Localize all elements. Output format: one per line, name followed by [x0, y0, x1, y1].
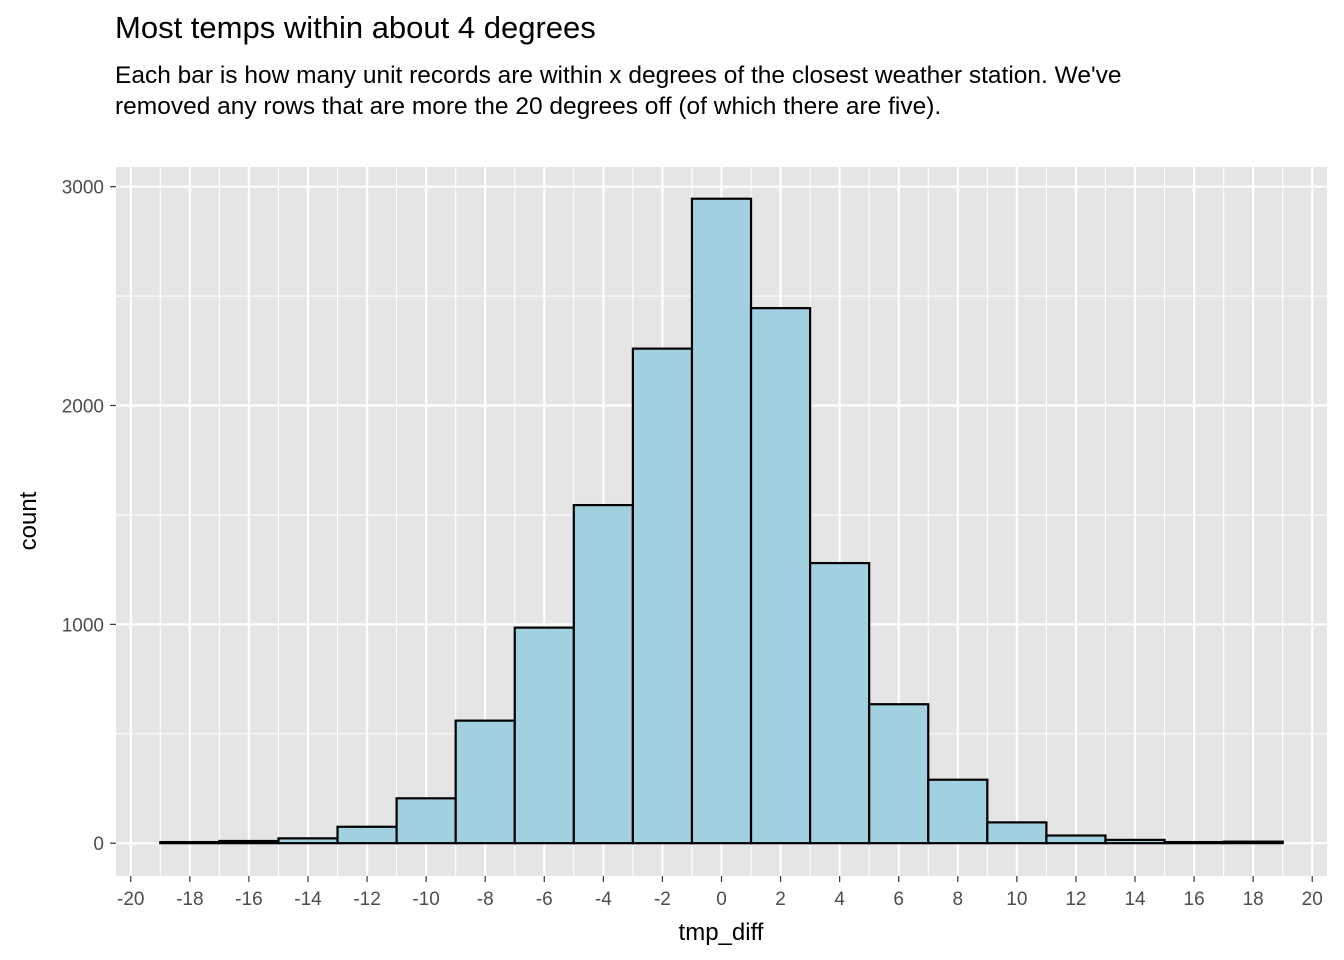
histogram-bar — [218, 839, 280, 845]
x-tick-label: 0 — [716, 889, 727, 910]
x-tick-label: 2 — [775, 889, 786, 910]
histogram-bar — [809, 561, 871, 845]
y-tick-label: 3000 — [62, 178, 104, 199]
histogram-bars — [159, 197, 1284, 845]
histogram-bar — [868, 703, 930, 845]
histogram-bar — [572, 503, 634, 845]
histogram-bar — [513, 626, 575, 845]
x-tick-label: 12 — [1065, 889, 1086, 910]
chart-subtitle: Each bar is how many unit records are wi… — [115, 62, 1122, 120]
x-tick-label: -20 — [117, 889, 144, 910]
y-tick-label: 1000 — [62, 615, 104, 636]
x-tick-label: -10 — [412, 889, 439, 910]
histogram-bar — [395, 797, 457, 845]
x-tick-label: 16 — [1184, 889, 1205, 910]
histogram-bar — [749, 307, 812, 845]
x-tick-label: 8 — [953, 889, 964, 910]
x-tick-label: 20 — [1302, 889, 1323, 910]
histogram-bar — [1222, 840, 1284, 845]
x-tick-label: 14 — [1124, 889, 1146, 910]
x-tick-label: 10 — [1006, 889, 1027, 910]
histogram-bar — [690, 197, 753, 845]
histogram-bar — [631, 347, 694, 845]
x-axis: -20 -18 -16 -14 -12 -10 -8 -6 -4 -2 0 2 4 6 8 10 12 14 16 1… — [117, 876, 1323, 910]
x-tick-label: -18 — [176, 889, 203, 910]
x-tick-label: -16 — [235, 889, 262, 910]
histogram-bar — [454, 719, 516, 845]
x-tick-label: 4 — [834, 889, 845, 910]
histogram-bar — [1163, 840, 1225, 845]
chart-title: Most temps within about 4 degrees — [115, 10, 596, 45]
x-tick-label: 6 — [893, 889, 904, 910]
histogram-bar — [277, 837, 339, 845]
x-tick-label: -6 — [536, 889, 553, 910]
x-tick-label: -8 — [477, 889, 494, 910]
y-axis: 0 1000 2000 3000 — [62, 178, 116, 855]
x-tick-label: -2 — [654, 889, 671, 910]
histogram-bar — [986, 821, 1048, 845]
y-tick-label: 0 — [93, 834, 104, 855]
x-tick-label: -4 — [595, 889, 612, 910]
x-tick-label: -12 — [353, 889, 380, 910]
x-tick-label: -14 — [294, 889, 322, 910]
histogram-bar — [159, 840, 221, 845]
histogram-bar — [336, 825, 398, 845]
histogram-bar — [927, 778, 989, 845]
x-tick-label: 18 — [1243, 889, 1264, 910]
histogram-bar — [1104, 838, 1166, 845]
x-axis-title: tmp_diff — [679, 919, 764, 946]
y-axis-title: count — [15, 491, 42, 550]
y-tick-label: 2000 — [62, 397, 104, 418]
histogram-bar — [1045, 834, 1107, 845]
